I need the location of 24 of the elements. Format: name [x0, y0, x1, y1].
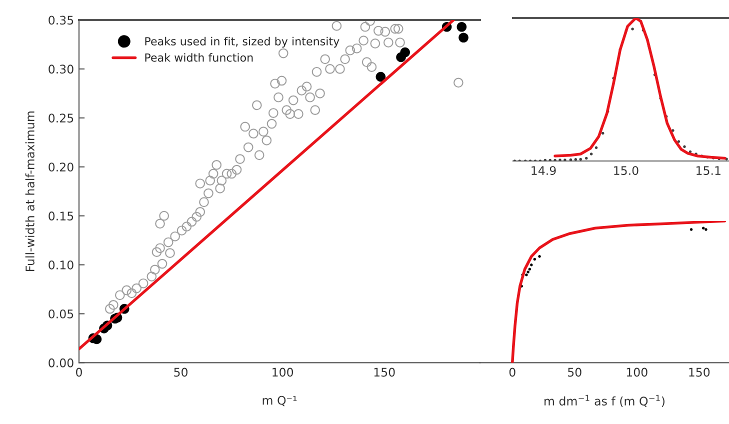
- y-tick-label: 0.00: [48, 358, 74, 368]
- y-tick-label: 0.30: [48, 64, 74, 74]
- x-tick-label: 150: [374, 368, 395, 377]
- y-axis-title: Full-width at half-maximum: [25, 112, 34, 271]
- y-tick-label: 0.20: [48, 162, 74, 172]
- x-tick-label: 50: [174, 368, 188, 377]
- x-tick-label: 150: [689, 368, 710, 377]
- x-tick-label: 50: [568, 368, 582, 377]
- x-tick-label: 14.9: [532, 166, 556, 175]
- x-axis-title: m Q⁻¹: [262, 396, 297, 406]
- x-tick-label: 100: [626, 368, 648, 377]
- x-tick-label: 15.0: [614, 166, 638, 175]
- legend-label: Peaks used in fit, sized by intensity: [145, 36, 340, 48]
- x-tick-label: 0: [509, 368, 516, 377]
- x-tick-label: 0: [76, 368, 82, 377]
- y-tick-label: 0.15: [48, 212, 74, 220]
- x-tick-label: 100: [272, 368, 294, 377]
- y-tick-label: 0.35: [48, 16, 74, 25]
- y-tick-label: 0.05: [48, 309, 74, 318]
- x-tick-label: 15.1: [696, 166, 720, 175]
- y-tick-label: 0.10: [48, 260, 74, 270]
- legend-label: Peak width function: [145, 53, 253, 62]
- y-tick-label: 0.25: [48, 114, 74, 123]
- x-axis-title: m dm$^{−1}$ as f (m Q$^{−1}$): [544, 394, 664, 407]
